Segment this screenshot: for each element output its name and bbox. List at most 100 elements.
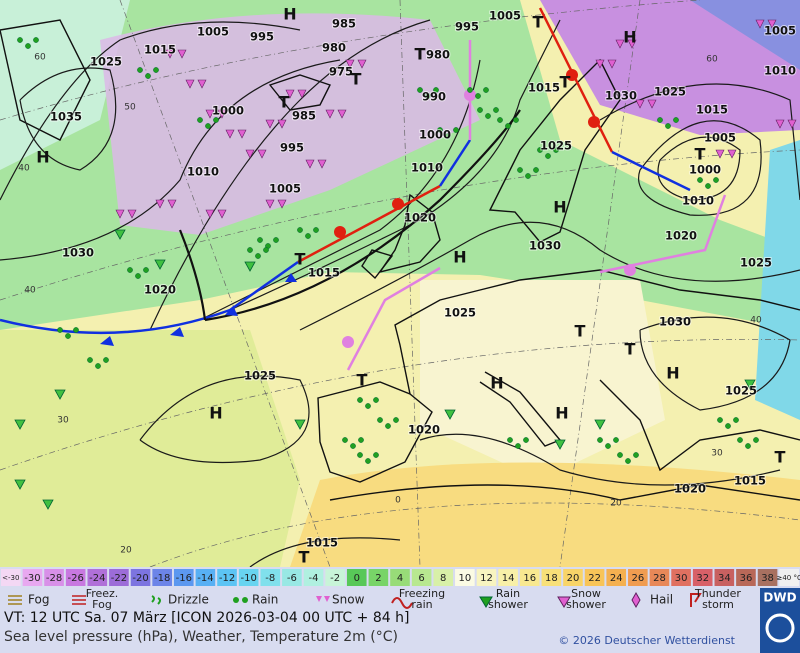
rain-dot xyxy=(597,437,603,443)
snow-symbol xyxy=(177,49,187,59)
rain-dot xyxy=(305,233,311,239)
snow-symbol xyxy=(357,59,367,69)
colorbar-label: 16 xyxy=(523,573,536,584)
isobar-label: 1005 xyxy=(197,25,229,39)
colorbar-cell xyxy=(779,569,799,586)
rain-dot xyxy=(393,417,399,423)
rain-dot xyxy=(263,247,269,253)
isobar-label: 1030 xyxy=(62,246,94,260)
isobar-label: 1000 xyxy=(419,128,451,142)
isobar-label: 1020 xyxy=(404,211,436,225)
logo: DWD xyxy=(763,591,796,605)
rain-dot xyxy=(365,403,371,409)
snow-symbol xyxy=(715,149,725,159)
isobar-label: 1010 xyxy=(187,165,219,179)
colorbar-label: 14 xyxy=(502,573,515,584)
snow-symbol xyxy=(205,209,215,219)
legend-label: storm xyxy=(702,598,734,611)
graticule-label: 40 xyxy=(24,286,36,296)
colorbar-label: 2 xyxy=(375,573,381,584)
isobar-label: 1010 xyxy=(411,161,443,175)
pressure-system: H xyxy=(36,148,49,167)
isobar-label: 1000 xyxy=(689,163,721,177)
rain-dot xyxy=(657,117,663,123)
isobar-label: 985 xyxy=(332,17,356,31)
rain-dot xyxy=(475,93,481,99)
colorbar-cell xyxy=(217,569,237,586)
legend-label: Rain xyxy=(496,587,520,600)
rain-dot xyxy=(247,247,253,253)
snow-symbol xyxy=(305,159,315,169)
colorbar-cell xyxy=(498,569,518,586)
isobar-label: 1025 xyxy=(244,369,276,383)
rain-dot xyxy=(513,117,519,123)
coastlines xyxy=(0,19,800,501)
rain-dot xyxy=(745,443,751,449)
isobar-label: 1010 xyxy=(764,64,796,78)
rain-dot xyxy=(613,437,619,443)
colorbar-cell xyxy=(692,569,713,586)
rain-dot xyxy=(33,37,39,43)
snow-symbol xyxy=(237,129,247,139)
colorbar-label: -2 xyxy=(330,573,340,584)
shower-symbol xyxy=(14,419,26,430)
rain-dot xyxy=(257,237,263,243)
snow-symbol xyxy=(345,59,355,69)
legend-label: Fog xyxy=(28,593,49,607)
legend-label: Freezing xyxy=(399,587,445,600)
colorbar-label: -14 xyxy=(197,573,213,584)
colorbar-cell xyxy=(87,569,108,586)
colorbar-cell xyxy=(368,569,389,586)
legend-label: Snow xyxy=(332,593,365,607)
snow-symbol xyxy=(627,39,637,49)
rain-dot xyxy=(87,357,93,363)
rain-dot xyxy=(737,437,743,443)
rain-dot xyxy=(350,443,356,449)
rain-dot xyxy=(493,107,499,113)
colorbar-cell xyxy=(1,569,21,586)
colorbar-label: 4 xyxy=(397,573,403,584)
rain-dot xyxy=(453,127,459,133)
snow-symbol xyxy=(225,129,235,139)
isobar-label: 1015 xyxy=(308,266,340,280)
snow-symbol xyxy=(727,149,737,159)
pressure-system: T xyxy=(299,548,310,567)
isobar-label: 1000 xyxy=(212,104,244,118)
weather-symbols xyxy=(14,19,797,510)
colorbar-label: -30 xyxy=(24,573,40,584)
snow-symbol xyxy=(257,149,267,159)
graticule-label: 30 xyxy=(57,416,69,426)
rain-dot xyxy=(373,452,379,458)
colorbar-label: 24 xyxy=(610,573,623,584)
rain-dot xyxy=(605,443,611,449)
legend-icon xyxy=(391,597,413,609)
rain-dot xyxy=(65,333,71,339)
snow-symbol xyxy=(185,79,195,89)
isobar-label: 990 xyxy=(422,90,446,104)
colorbar-cell xyxy=(563,569,583,586)
shower-symbol xyxy=(744,379,756,390)
isobar-label: 1005 xyxy=(764,24,796,38)
colorbar-label: -20 xyxy=(132,573,148,584)
snow-symbol xyxy=(265,119,275,129)
shower-symbol xyxy=(114,229,126,240)
colorbar-label: -28 xyxy=(46,573,62,584)
shower-symbol xyxy=(444,409,456,420)
snow-symbol xyxy=(217,209,227,219)
snow-symbol xyxy=(205,109,215,119)
snow-symbol xyxy=(325,109,335,119)
colorbar-label: 34 xyxy=(718,573,731,584)
rain-dot xyxy=(365,458,371,464)
rain-dot xyxy=(533,167,539,173)
rain-dot xyxy=(523,437,529,443)
snow-symbol xyxy=(787,119,797,129)
rain-dot xyxy=(705,183,711,189)
graticule-label: 50 xyxy=(124,103,136,113)
rain-dot xyxy=(358,437,364,443)
rain-dot xyxy=(385,423,391,429)
shower-symbol xyxy=(154,259,166,270)
snow-symbol xyxy=(165,49,175,59)
snow-symbol xyxy=(285,89,295,99)
snow-symbol xyxy=(767,19,777,29)
rain-dot xyxy=(485,113,491,119)
